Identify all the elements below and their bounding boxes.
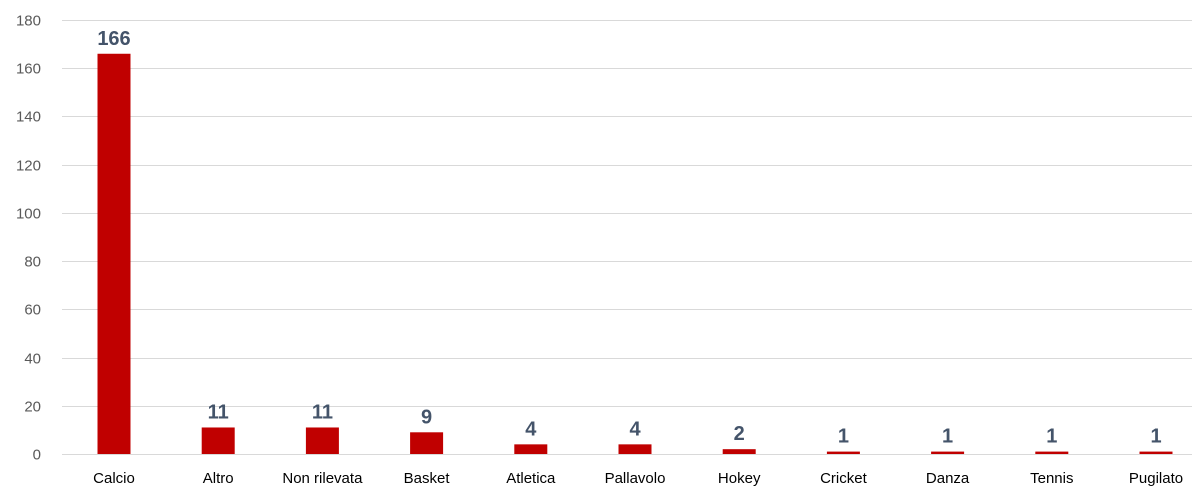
x-tick-label: Hokey (718, 470, 761, 487)
data-label: 11 (312, 401, 333, 423)
bar (410, 432, 444, 454)
y-tick-label: 180 (16, 13, 41, 30)
x-tick-label: Non rilevata (282, 470, 363, 487)
y-tick-label: 60 (24, 302, 41, 319)
x-tick-label: Tennis (1030, 470, 1073, 487)
bars (97, 53, 1173, 454)
data-label: 166 (97, 28, 130, 50)
x-tick-label: Atletica (506, 470, 556, 487)
x-tick-label: Altro (203, 470, 234, 487)
gridlines (62, 20, 1192, 455)
bar (514, 444, 548, 454)
y-tick-label: 80 (24, 254, 41, 271)
data-label: 9 (421, 406, 432, 428)
x-tick-label: Pallavolo (605, 470, 666, 487)
data-label: 1 (1046, 426, 1057, 448)
y-tick-label: 120 (16, 158, 41, 175)
data-label: 1 (942, 426, 953, 448)
y-tick-label: 160 (16, 61, 41, 78)
bar (826, 451, 860, 454)
data-label: 1 (838, 426, 849, 448)
y-tick-label: 100 (16, 206, 41, 223)
y-tick-label: 140 (16, 109, 41, 126)
bar (722, 449, 756, 454)
x-tick-label: Pugilato (1129, 470, 1183, 487)
data-label: 1 (1150, 426, 1161, 448)
data-label: 4 (525, 418, 537, 440)
bar (97, 53, 131, 454)
bar (618, 444, 652, 454)
bar (1035, 451, 1069, 454)
data-label: 4 (629, 418, 641, 440)
bar (931, 451, 965, 454)
y-tick-label: 40 (24, 351, 41, 368)
x-axis-tick-labels: Calcio Altro Non rilevata Basket Atletica Pal… (93, 470, 1183, 487)
x-tick-label: Danza (926, 470, 970, 487)
x-tick-label: Calcio (93, 470, 135, 487)
data-label: 11 (208, 401, 229, 423)
y-tick-label: 20 (24, 399, 41, 416)
x-tick-label: Cricket (820, 470, 868, 487)
bar (201, 427, 235, 454)
y-tick-label: 0 (33, 447, 41, 464)
y-axis-tick-labels: 0 20 40 60 80 100 120 140 160 180 (16, 13, 41, 464)
bar (305, 427, 339, 454)
x-tick-label: Basket (404, 470, 451, 487)
data-label: 2 (734, 423, 745, 445)
bar (1139, 451, 1173, 454)
